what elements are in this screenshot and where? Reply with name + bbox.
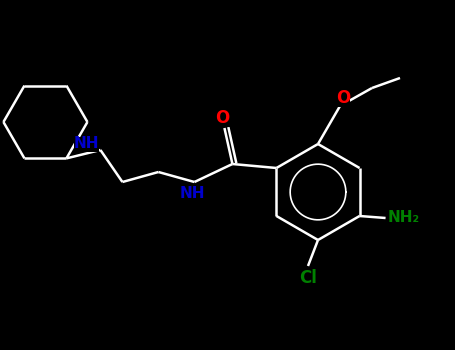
Text: NH: NH (74, 136, 99, 152)
Text: O: O (215, 109, 230, 127)
Text: O: O (336, 89, 350, 107)
Text: NH₂: NH₂ (388, 210, 420, 225)
Text: Cl: Cl (299, 269, 317, 287)
Text: NH: NH (180, 187, 205, 202)
